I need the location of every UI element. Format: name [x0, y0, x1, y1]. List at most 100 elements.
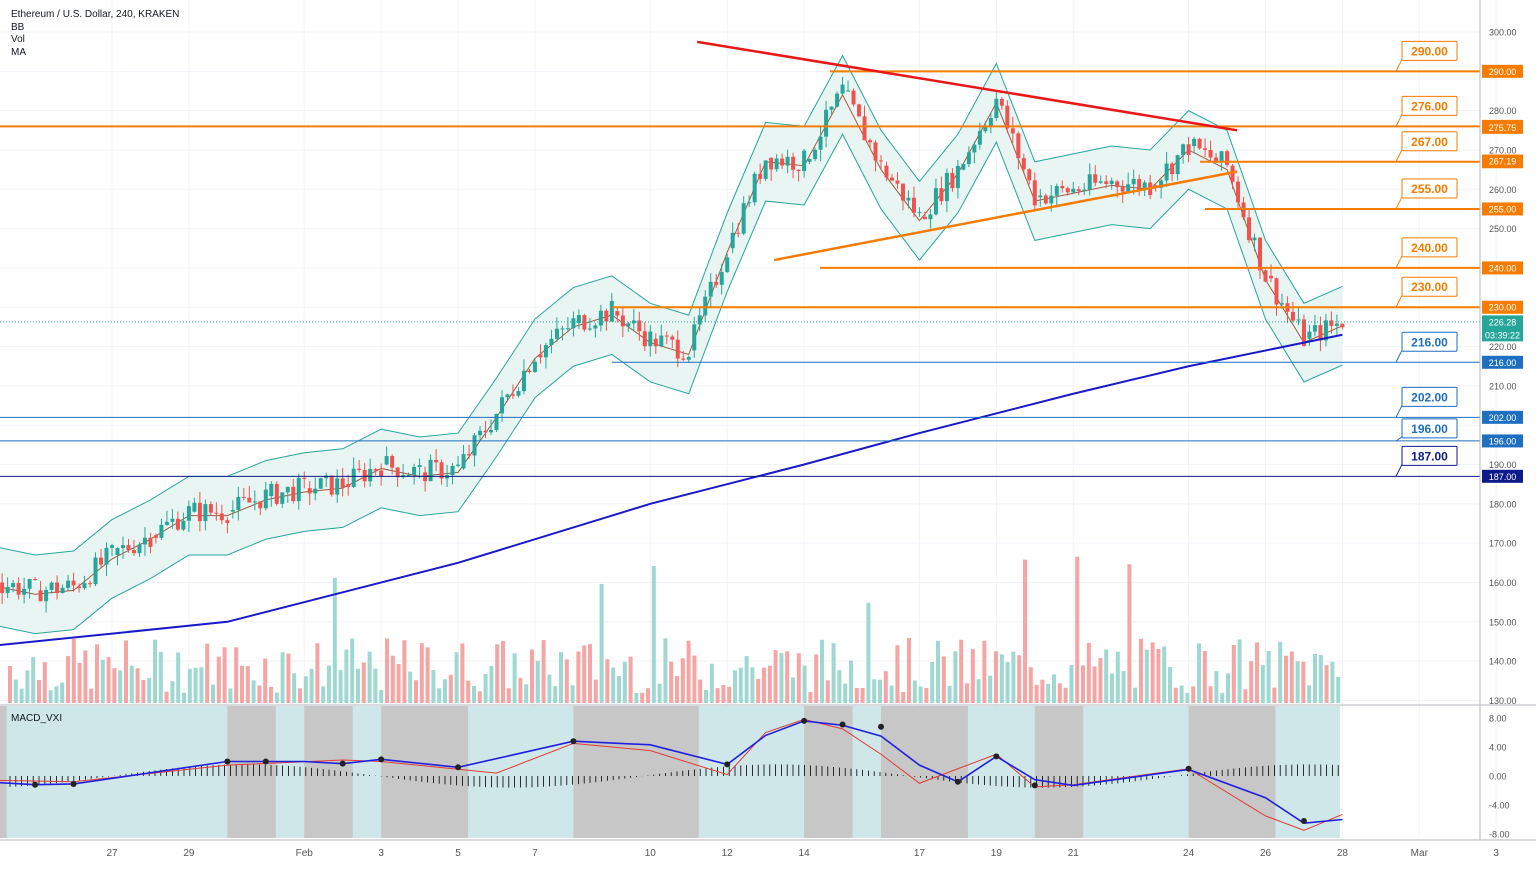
volume-bar: [280, 652, 285, 703]
volume-bar: [402, 640, 407, 703]
candle-body: [1082, 189, 1087, 192]
volume-bar: [814, 654, 819, 703]
candle-body: [725, 257, 730, 273]
volume-bar: [263, 658, 268, 703]
candle-body: [653, 338, 658, 347]
volume-bar: [518, 677, 523, 703]
candle-body: [1016, 133, 1021, 159]
volume-bar: [1069, 664, 1074, 703]
volume-bar: [112, 668, 117, 703]
candle-body: [752, 173, 757, 203]
volume-bar: [686, 640, 691, 703]
volume-bar: [1226, 673, 1230, 703]
volume-bar: [750, 667, 755, 703]
volume-bar: [883, 671, 888, 703]
candle-body: [71, 580, 76, 586]
volume-bar: [901, 692, 906, 703]
price-axis-tag: [1482, 355, 1523, 369]
candle-body: [99, 557, 104, 565]
candle-body: [1307, 331, 1312, 339]
candle-body: [1093, 174, 1098, 183]
volume-bar: [785, 651, 790, 703]
volume-bar: [501, 640, 505, 703]
volume-bar: [292, 673, 297, 703]
volume-bar: [257, 685, 262, 703]
macd-tick-label: 0.00: [1489, 772, 1507, 782]
level-callout-text: 290.00: [1411, 44, 1448, 58]
current-price-tag: [1482, 315, 1523, 342]
volume-bar: [698, 679, 703, 703]
time-tick-label: 12: [722, 848, 734, 859]
volume-bar: [1214, 671, 1219, 703]
price-axis-tag-text: 255.00: [1489, 204, 1517, 214]
macd-cross-marker: [993, 753, 1000, 760]
volume-bar: [1278, 641, 1283, 703]
level-callout-box: [1401, 131, 1458, 152]
candle-body: [258, 501, 263, 509]
candle-body: [489, 429, 494, 433]
candle-body: [1225, 151, 1230, 165]
candle-body: [846, 90, 851, 92]
candle-body: [1274, 278, 1279, 305]
volume-bar: [715, 688, 720, 703]
volume-bar: [1324, 665, 1329, 703]
candle-body: [1247, 217, 1252, 241]
volume-bar: [1237, 639, 1242, 703]
candle-body: [747, 202, 752, 204]
volume-bar: [889, 685, 894, 703]
volume-bar: [222, 647, 227, 703]
volume-bar: [489, 665, 494, 703]
candle-body: [110, 545, 114, 548]
candle-body: [1301, 319, 1306, 346]
callout-pointer: [1395, 114, 1403, 127]
indicator-bb-label[interactable]: BB: [11, 21, 25, 33]
time-tick-label: 29: [183, 848, 195, 859]
volume-bar: [1243, 689, 1248, 703]
candle-body: [1340, 323, 1345, 328]
candle-body: [450, 465, 455, 476]
volume-bar: [327, 665, 331, 703]
callout-pointer: [1395, 149, 1403, 162]
candle-body: [615, 311, 620, 316]
volume-bar: [947, 685, 952, 703]
volume-bar: [164, 691, 169, 703]
volume-bar: [431, 670, 436, 703]
candle-body: [1049, 195, 1054, 204]
volume-bar: [547, 674, 552, 703]
macd-pane-label[interactable]: MACD_VXI: [11, 713, 63, 724]
volume-bar: [274, 692, 279, 703]
volume-bar: [907, 638, 911, 703]
candle-body: [1038, 195, 1043, 198]
candle-body: [153, 535, 158, 538]
macd-cross-marker: [378, 756, 385, 763]
volume-bar: [1034, 684, 1039, 703]
candle-body: [461, 454, 466, 469]
indicator-ma-label[interactable]: MA: [11, 46, 26, 58]
price-tick-label: 190.00: [1489, 460, 1517, 470]
band-tag: [1482, 120, 1523, 134]
candle-body: [329, 475, 334, 495]
volume-bar: [506, 688, 511, 703]
candle-body: [758, 173, 763, 179]
candle-body: [203, 504, 208, 522]
candle-body: [1109, 180, 1114, 184]
candle-body: [703, 296, 708, 316]
price-axis-tag-text: 290.00: [1489, 67, 1517, 77]
volume-bar: [1301, 661, 1306, 703]
volume-bar: [1272, 687, 1277, 703]
candle-body: [675, 339, 680, 359]
symbol-title[interactable]: Ethereum / U.S. Dollar, 240, KRAKEN: [11, 9, 180, 20]
volume-bar: [367, 651, 372, 703]
candle-body: [60, 587, 65, 594]
indicator-vol-label[interactable]: Vol: [11, 34, 25, 45]
band-tag-2-text: 267.19: [1489, 157, 1517, 167]
macd-cross-marker: [839, 721, 846, 728]
volume-bar: [1121, 671, 1126, 703]
volume-bar: [895, 645, 900, 703]
candle-body: [494, 413, 499, 430]
level-callout-text: 230.00: [1411, 280, 1448, 294]
candle-body: [824, 109, 829, 137]
candle-body: [478, 430, 483, 436]
